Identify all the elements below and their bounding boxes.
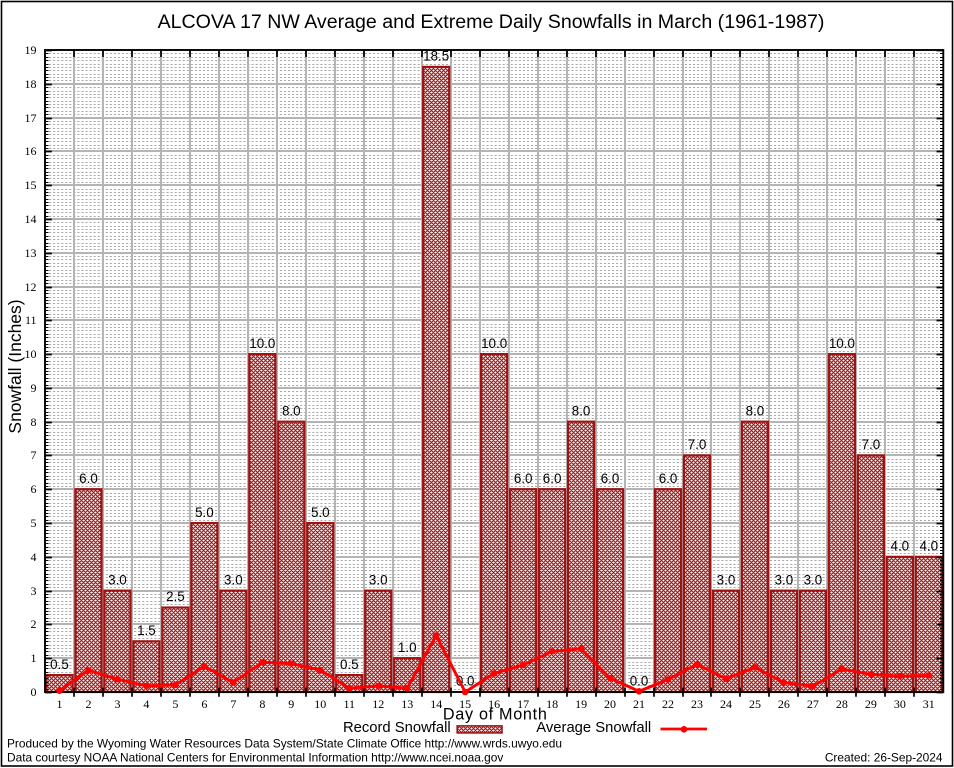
- svg-text:4.0: 4.0: [919, 539, 938, 554]
- svg-text:6: 6: [201, 697, 207, 711]
- svg-text:16: 16: [25, 144, 37, 158]
- svg-text:18.5: 18.5: [423, 49, 449, 64]
- svg-text:4: 4: [31, 550, 37, 564]
- svg-text:22: 22: [662, 697, 674, 711]
- svg-text:Produced by the Wyoming Water: Produced by the Wyoming Water Resources …: [7, 737, 562, 751]
- svg-text:24: 24: [720, 697, 732, 711]
- svg-text:20: 20: [604, 697, 616, 711]
- svg-text:1.5: 1.5: [137, 623, 156, 638]
- svg-text:16: 16: [488, 697, 500, 711]
- svg-text:10: 10: [314, 697, 326, 711]
- svg-text:5.0: 5.0: [311, 505, 330, 520]
- svg-text:11: 11: [25, 313, 37, 327]
- svg-text:10.0: 10.0: [481, 336, 507, 351]
- svg-text:6: 6: [31, 482, 37, 496]
- svg-text:0.0: 0.0: [630, 674, 649, 689]
- svg-text:26: 26: [778, 697, 790, 711]
- svg-text:15: 15: [25, 178, 37, 192]
- svg-text:13: 13: [401, 697, 413, 711]
- svg-text:0.5: 0.5: [340, 657, 359, 672]
- svg-text:Snowfall (Inches): Snowfall (Inches): [5, 299, 25, 433]
- svg-text:10.0: 10.0: [829, 336, 855, 351]
- svg-text:25: 25: [749, 697, 761, 711]
- svg-text:31: 31: [923, 697, 935, 711]
- svg-text:15: 15: [459, 697, 471, 711]
- svg-text:10.0: 10.0: [249, 336, 275, 351]
- svg-text:4: 4: [143, 697, 149, 711]
- svg-text:4.0: 4.0: [891, 539, 910, 554]
- svg-text:14: 14: [430, 697, 442, 711]
- svg-text:1: 1: [31, 651, 37, 665]
- svg-text:7: 7: [230, 697, 236, 711]
- svg-text:30: 30: [894, 697, 906, 711]
- svg-text:3.0: 3.0: [108, 572, 127, 587]
- svg-text:28: 28: [836, 697, 848, 711]
- svg-text:6.0: 6.0: [514, 471, 533, 486]
- svg-text:9: 9: [288, 697, 294, 711]
- svg-text:6.0: 6.0: [659, 471, 678, 486]
- svg-text:7: 7: [31, 448, 37, 462]
- svg-text:5: 5: [31, 516, 37, 530]
- svg-text:8: 8: [259, 697, 265, 711]
- svg-text:1.0: 1.0: [398, 640, 417, 655]
- svg-text:10: 10: [25, 347, 37, 361]
- svg-text:0.5: 0.5: [50, 657, 69, 672]
- svg-text:13: 13: [25, 246, 37, 260]
- svg-text:19: 19: [575, 697, 587, 711]
- svg-text:5.0: 5.0: [195, 505, 214, 520]
- svg-text:3.0: 3.0: [369, 572, 388, 587]
- svg-text:8.0: 8.0: [746, 403, 765, 418]
- svg-text:19: 19: [25, 43, 37, 57]
- svg-text:Created: 26-Sep-2024: Created: 26-Sep-2024: [825, 751, 943, 765]
- svg-text:21: 21: [633, 697, 645, 711]
- svg-text:23: 23: [691, 697, 703, 711]
- svg-text:12: 12: [372, 697, 384, 711]
- svg-text:3.0: 3.0: [775, 572, 794, 587]
- svg-text:7.0: 7.0: [862, 437, 881, 452]
- svg-text:11: 11: [343, 697, 355, 711]
- svg-text:Average Snowfall: Average Snowfall: [536, 720, 651, 736]
- svg-text:Record Snowfall: Record Snowfall: [343, 720, 451, 736]
- svg-text:12: 12: [25, 280, 37, 294]
- svg-text:2: 2: [85, 697, 91, 711]
- svg-text:3: 3: [114, 697, 120, 711]
- svg-text:2.5: 2.5: [166, 589, 185, 604]
- svg-text:Day of Month: Day of Month: [443, 705, 548, 723]
- svg-text:0: 0: [31, 685, 37, 699]
- svg-text:17: 17: [517, 697, 529, 711]
- svg-text:6.0: 6.0: [79, 471, 98, 486]
- svg-text:Data courtesy NOAA National Ce: Data courtesy NOAA National Centers for …: [7, 751, 503, 765]
- svg-text:18: 18: [25, 77, 37, 91]
- svg-text:9: 9: [31, 381, 37, 395]
- svg-text:6.0: 6.0: [543, 471, 562, 486]
- svg-text:29: 29: [865, 697, 877, 711]
- svg-text:3.0: 3.0: [717, 572, 736, 587]
- svg-text:18: 18: [546, 697, 558, 711]
- svg-text:17: 17: [25, 111, 37, 125]
- svg-text:14: 14: [25, 212, 37, 226]
- svg-text:ALCOVA 17 NW Average and Extre: ALCOVA 17 NW Average and Extreme Daily S…: [158, 11, 825, 33]
- svg-text:2: 2: [31, 617, 37, 631]
- svg-text:7.0: 7.0: [688, 437, 707, 452]
- svg-text:3: 3: [31, 584, 37, 598]
- svg-text:8.0: 8.0: [572, 403, 591, 418]
- svg-text:6.0: 6.0: [601, 471, 620, 486]
- svg-text:5: 5: [172, 697, 178, 711]
- svg-text:8.0: 8.0: [282, 403, 301, 418]
- svg-text:3.0: 3.0: [804, 572, 823, 587]
- svg-text:1: 1: [56, 697, 62, 711]
- svg-text:27: 27: [807, 697, 819, 711]
- svg-text:3.0: 3.0: [224, 572, 243, 587]
- svg-text:8: 8: [31, 415, 37, 429]
